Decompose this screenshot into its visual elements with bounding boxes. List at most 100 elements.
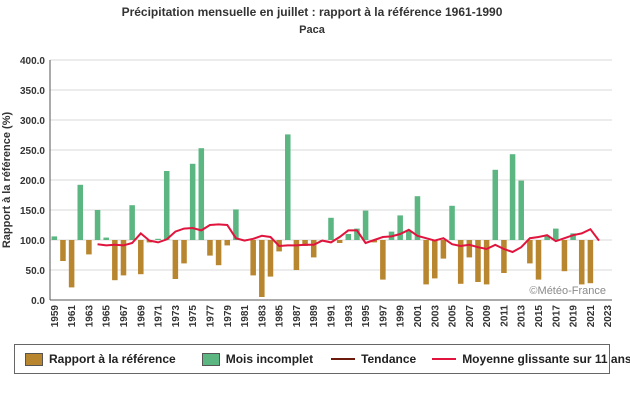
bar-1960 (60, 240, 66, 261)
bar-2012 (509, 154, 516, 240)
bar-2020 (578, 240, 585, 285)
bar-1973 (172, 240, 179, 279)
x-tick-label: 2009 (482, 305, 493, 328)
legend-item-rapport: Rapport à la référence (25, 352, 176, 366)
bar-2001 (414, 196, 421, 240)
chart-title: Précipitation mensuelle en juillet : rap… (122, 5, 503, 19)
grid-lines (50, 59, 612, 301)
legend-label-tendance: Tendance (361, 352, 417, 366)
x-tick-label: 1995 (361, 305, 372, 328)
bar-1979 (224, 240, 231, 246)
bar-1989 (310, 240, 317, 258)
y-tick-label: 0.0 (31, 296, 45, 307)
x-tick-label: 1975 (188, 305, 199, 328)
y-tick-label: 250.0 (20, 146, 45, 157)
bar-1994 (354, 228, 360, 240)
x-tick-label: 1961 (67, 305, 78, 328)
x-tick-label: 1981 (240, 305, 251, 328)
bar-2010 (492, 169, 499, 240)
x-tick-label: 2001 (413, 305, 424, 328)
x-tick-label: 2015 (534, 305, 545, 328)
y-axis-label: Rapport à la référence (%) (1, 112, 13, 249)
y-tick-label: 300.0 (20, 116, 45, 127)
x-tick-label: 1965 (102, 305, 113, 328)
bar-1969 (138, 240, 144, 275)
bar-2009 (483, 240, 490, 285)
bar-1962 (77, 184, 84, 240)
bar-1961 (68, 240, 75, 288)
bar-2003 (431, 240, 438, 279)
legend-item-tendance: Tendance (331, 352, 416, 366)
bar-1977 (207, 240, 213, 256)
bar-2018 (561, 240, 568, 272)
bar-2007 (466, 240, 473, 258)
bar-2015 (535, 240, 542, 280)
bar-2019 (570, 233, 576, 240)
legend-swatch-incomplet (201, 352, 220, 366)
bar-1997 (380, 240, 386, 280)
bar-1978 (215, 240, 222, 266)
bar-2014 (527, 240, 533, 264)
bar-1982 (250, 240, 256, 276)
bar-1967 (120, 240, 127, 276)
x-tick-label: 1963 (84, 305, 95, 328)
x-tick-label: 1997 (378, 305, 389, 328)
x-tick-label: 1991 (327, 305, 338, 328)
bar-2013 (518, 180, 524, 240)
bar-1965 (103, 237, 109, 240)
legend-label-incomplet: Mois incomplet (225, 352, 314, 366)
bar-1976 (198, 148, 205, 240)
y-tick-label: 100.0 (20, 236, 45, 247)
bar-1991 (328, 217, 334, 240)
x-tick-labels: 1959 1961 1963 1965 1967 1969 1971 1973 1975 1977… (50, 305, 614, 328)
x-tick-label: 1977 (205, 305, 216, 328)
x-tick-label: 1989 (309, 305, 320, 328)
bar-1963 (86, 240, 92, 255)
legend-item-incomplet: Mois incomplet (201, 352, 314, 366)
x-tick-label: 2021 (586, 305, 597, 328)
bar-1988 (302, 240, 308, 246)
moving-average-line (97, 223, 600, 254)
x-tick-label: 1999 (396, 305, 407, 328)
x-tick-label: 1969 (136, 305, 147, 328)
x-tick-label: 2011 (499, 305, 510, 327)
bar-1999 (397, 215, 403, 240)
bar-2005 (449, 205, 455, 240)
bar-1995 (362, 210, 369, 240)
x-tick-label: 2003 (430, 305, 441, 328)
chart-subtitle: Paca (299, 24, 326, 36)
x-tick-label: 2005 (448, 305, 459, 328)
bar-1972 (163, 171, 170, 240)
legend-swatch-rapport (25, 352, 43, 366)
bar-2016 (544, 235, 550, 240)
x-tick-label: 1987 (292, 305, 303, 328)
bar-2006 (457, 240, 464, 284)
x-tick-label: 2017 (551, 305, 562, 328)
legend-line-tendance (331, 358, 356, 360)
legend-item-moyenne: Moyenne glissante sur 11 ans (432, 352, 630, 366)
y-tick-label: 350.0 (20, 86, 45, 97)
bar-1959 (51, 236, 58, 240)
bar-1971 (155, 238, 161, 240)
bar-2011 (501, 240, 507, 273)
x-tick-label: 1985 (275, 305, 286, 328)
y-tick-label: 150.0 (20, 206, 45, 217)
bar-1966 (112, 240, 118, 281)
bar-1987 (293, 240, 300, 270)
bar-2002 (423, 240, 429, 285)
bar-1996 (371, 240, 377, 243)
bar-1975 (189, 163, 196, 240)
x-tick-label: 1983 (257, 305, 268, 328)
x-tick-label: 1971 (154, 305, 165, 328)
y-tick-label: 400.0 (20, 56, 45, 67)
bar-2021 (587, 240, 594, 284)
legend: Rapport à la référence Mois incomplet Te… (14, 344, 630, 374)
legend-label-moyenne: Moyenne glissante sur 11 ans (462, 352, 630, 366)
bar-2008 (475, 240, 481, 282)
x-tick-label: 1993 (344, 305, 355, 328)
y-tick-label: 200.0 (20, 176, 45, 187)
x-tick-label: 1959 (50, 305, 61, 328)
bar-1993 (345, 234, 352, 240)
bar-1992 (336, 240, 343, 243)
